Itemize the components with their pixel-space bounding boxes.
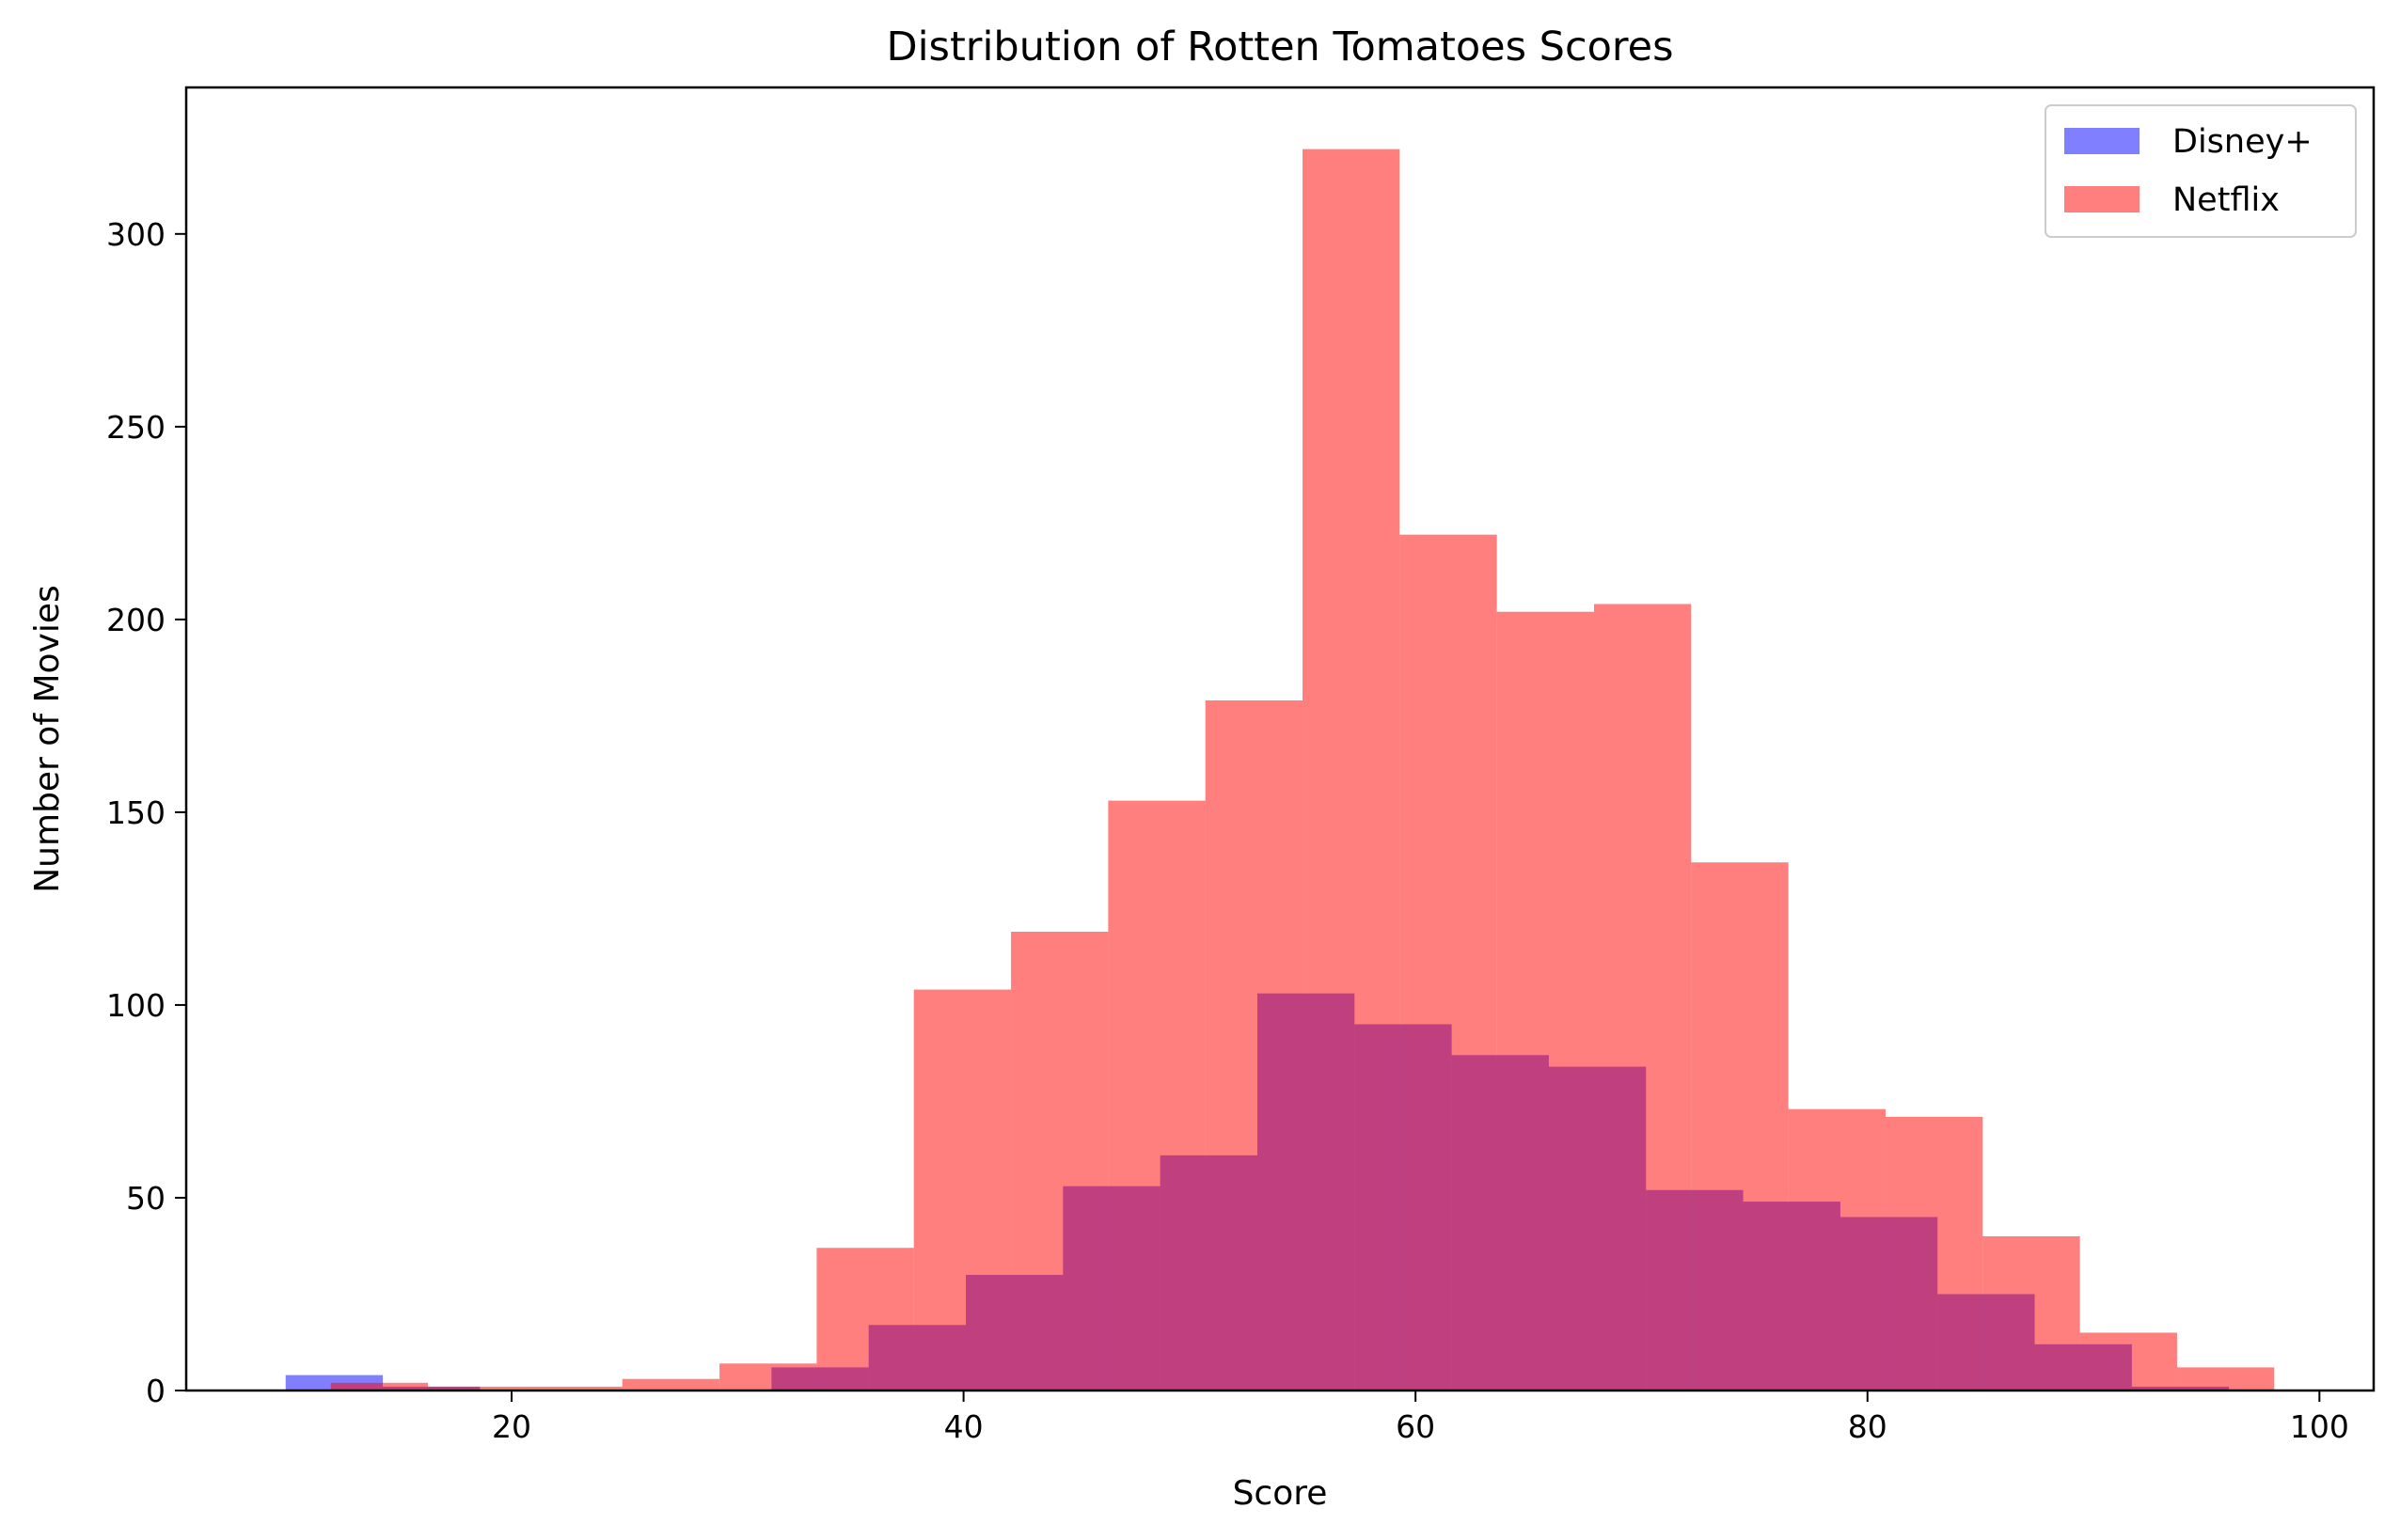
legend-label: Disney+ [2172,123,2313,161]
bar-netflix-4 [719,1363,817,1391]
bar-netflix-5 [816,1248,914,1391]
y-tick-label: 200 [106,602,166,638]
y-tick-label: 250 [106,409,166,446]
y-tick-label: 0 [146,1373,166,1409]
legend: Disney+ Netflix [2045,104,2357,238]
bar-netflix-18 [2079,1332,2177,1391]
bar-netflix-1 [428,1386,526,1391]
bar-netflix-9 [1205,699,1303,1391]
bar-netflix-12 [1496,611,1595,1391]
bar-netflix-10 [1303,149,1400,1391]
bar-netflix-17 [1982,1235,2080,1391]
y-tick-label: 100 [106,987,166,1024]
x-tick-label: 100 [2290,1408,2349,1445]
legend-swatch-netflix [2064,186,2139,212]
y-tick-label: 300 [106,216,166,253]
bar-netflix-3 [622,1378,720,1391]
bar-netflix-7 [1011,932,1109,1391]
y-axis-ticks: 0 50 100 150 200 250 300 [106,216,186,1409]
bars-layer [285,149,2275,1391]
bar-netflix-13 [1594,604,1692,1391]
y-axis-label: Number of Movies [28,585,67,893]
plot-frame [184,86,2376,1392]
bar-netflix-6 [913,989,1012,1391]
y-tick-label: 50 [126,1180,166,1217]
bar-netflix-8 [1108,800,1206,1391]
bar-netflix-11 [1399,534,1497,1391]
x-tick-label: 20 [492,1408,531,1445]
y-tick-label: 150 [106,794,166,831]
chart-title: Distribution of Rotten Tomatoes Scores [886,24,1673,71]
x-axis-ticks: 20 40 60 80 100 [492,1391,2349,1445]
x-axis-label: Score [1233,1474,1328,1513]
bar-netflix-0 [330,1382,429,1391]
bar-netflix-2 [525,1386,623,1391]
x-tick-label: 60 [1396,1408,1435,1445]
legend-label: Netflix [2172,181,2280,219]
bar-netflix-14 [1691,862,1789,1391]
bar-netflix-16 [1885,1116,1983,1391]
x-tick-label: 40 [944,1408,984,1445]
x-tick-label: 80 [1848,1408,1887,1445]
legend-swatch-disney [2064,128,2139,154]
bar-netflix-19 [2176,1367,2275,1391]
bar-netflix-15 [1788,1108,1886,1391]
